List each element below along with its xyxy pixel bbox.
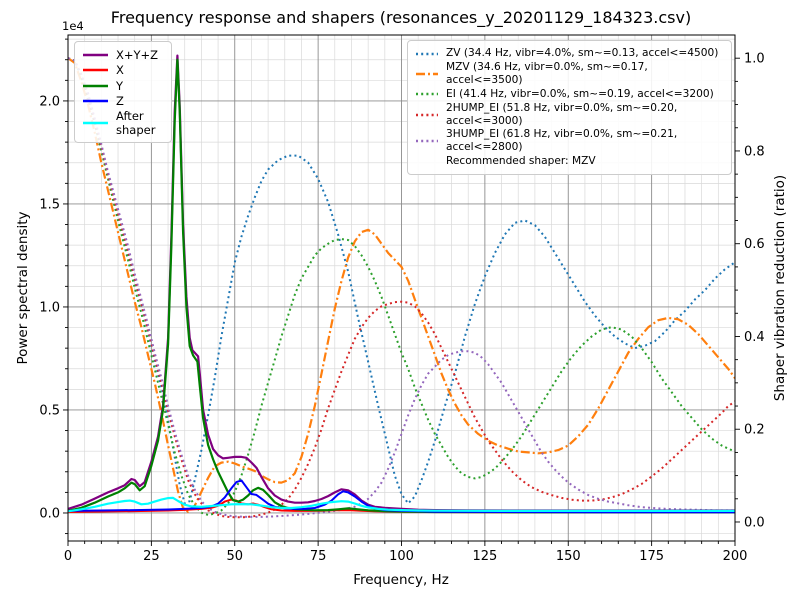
legend-label: X+Y+Z xyxy=(116,47,159,62)
y-right-tick-label: 0.4 xyxy=(744,330,765,345)
x-tick-label: 0 xyxy=(64,549,72,564)
x-tick-label: 125 xyxy=(472,549,497,564)
legend-line-sample xyxy=(416,139,438,142)
x-tick-label: 175 xyxy=(639,549,664,564)
series-zv xyxy=(68,57,735,505)
legend-label: MZV (34.6 Hz, vibr=0.0%, sm~=0.17, accel… xyxy=(446,61,648,86)
legend-item: 3HUMP_EI (61.8 Hz, vibr=0.0%, sm~=0.21, … xyxy=(415,128,724,154)
y-axis-offset-label: 1e4 xyxy=(62,19,84,33)
legend-item: X+Y+Z xyxy=(82,47,164,63)
y-left-tick-label: 2.0 xyxy=(39,94,60,109)
legend-item: 2HUMP_EI (51.8 Hz, vibr=0.0%, sm~=0.20, … xyxy=(415,102,724,128)
tick-labels: 0 25 50 75 100 125 150 175 200 0.0 0.5 1.0 1.5 2.0 0.0… xyxy=(39,52,764,564)
y-left-tick-label: 1.5 xyxy=(39,197,60,212)
legend-line-sample xyxy=(83,84,108,87)
legend-label: Recommended shaper: MZV xyxy=(446,154,596,167)
legend-item: MZV (34.6 Hz, vibr=0.0%, sm~=0.17, accel… xyxy=(415,61,724,87)
series-mzv xyxy=(68,57,735,513)
legend-label: ZV (34.4 Hz, vibr=4.0%, sm~=0.13, accel<… xyxy=(446,47,719,60)
legend-shapers: ZV (34.4 Hz, vibr=4.0%, sm~=0.13, accel<… xyxy=(407,40,732,175)
y-right-tick-label: 1.0 xyxy=(744,52,765,67)
y-right-axis-label: Shaper vibration reduction (ratio) xyxy=(772,175,788,401)
series-ei xyxy=(68,57,735,516)
legend-item: ZV (34.4 Hz, vibr=4.0%, sm~=0.13, accel<… xyxy=(415,46,724,61)
axis-ticks xyxy=(63,38,740,546)
x-axis-label: Frequency, Hz xyxy=(353,572,449,588)
y-left-tick-label: 1.0 xyxy=(39,300,60,315)
legend-label: 2HUMP_EI (51.8 Hz, vibr=0.0%, sm~=0.20, … xyxy=(446,101,678,127)
x-tick-label: 50 xyxy=(226,549,243,564)
legend-label: After shaper xyxy=(116,109,156,138)
legend-line-sample xyxy=(416,93,438,96)
x-tick-label: 75 xyxy=(310,549,327,564)
y-right-tick-label: 0.2 xyxy=(744,423,765,438)
legend-footer-recommended-shaper: Recommended shaper: MZV xyxy=(415,154,724,169)
legend-item: X xyxy=(82,63,164,79)
y-right-tick-label: 0.0 xyxy=(744,515,765,530)
y-right-tick-label: 0.8 xyxy=(744,144,765,159)
x-tick-label: 200 xyxy=(723,549,748,564)
legend-label: 3HUMP_EI (61.8 Hz, vibr=0.0%, sm~=0.21, … xyxy=(446,127,678,153)
legend-item: After shaper xyxy=(82,109,164,137)
legend-line-sample xyxy=(416,72,438,76)
y-left-tick-label: 0.5 xyxy=(39,403,60,418)
x-tick-label: 100 xyxy=(389,549,414,564)
y-left-axis-label: Power spectral density xyxy=(15,211,31,364)
legend-label: X xyxy=(116,63,124,78)
legend-line-sample xyxy=(416,113,438,116)
legend-line-sample xyxy=(83,69,108,72)
legend-label: EI (41.4 Hz, vibr=0.0%, sm~=0.19, accel<… xyxy=(446,87,714,100)
legend-line-sample xyxy=(83,100,108,103)
legend-line-sample xyxy=(83,121,108,125)
legend-label: Z xyxy=(116,94,124,109)
y-left-tick-label: 0.0 xyxy=(39,506,60,521)
legend-line-sample xyxy=(415,156,439,166)
legend-item: EI (41.4 Hz, vibr=0.0%, sm~=0.19, accel<… xyxy=(415,87,724,102)
x-tick-label: 150 xyxy=(556,549,581,564)
curves-layer xyxy=(68,54,735,519)
legend-item: Y xyxy=(82,78,164,94)
series-after-shaper xyxy=(68,496,735,513)
chart-title: Frequency response and shapers (resonanc… xyxy=(111,8,691,28)
series-y xyxy=(68,58,735,514)
x-tick-label: 25 xyxy=(143,549,160,564)
legend-line-sample xyxy=(83,53,108,56)
legend-line-sample xyxy=(416,52,438,55)
legend-label: Y xyxy=(116,78,124,93)
y-right-tick-label: 0.6 xyxy=(744,237,765,252)
legend-item: Z xyxy=(82,94,164,110)
legend-psd: X+Y+Z X Y Z After shaper xyxy=(74,41,172,144)
